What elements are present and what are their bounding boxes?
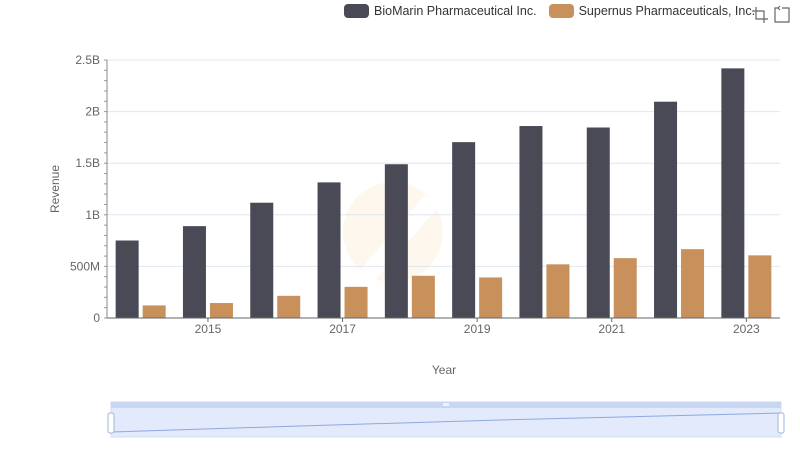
y-tick-label: 500M (70, 259, 100, 273)
bar-biomarin-2021[interactable] (586, 127, 610, 318)
bar-supernus-2022[interactable] (681, 249, 705, 318)
axes: 0 500M 1B 1.5B 2B 2.5B 2015 2017 2019 2021 2023 (70, 53, 780, 336)
bar-supernus-2020[interactable] (546, 264, 570, 318)
legend-item-supernus[interactable]: Supernus Pharmaceuticals, Inc. (548, 4, 756, 18)
bar-biomarin-2020[interactable] (519, 126, 543, 318)
data-zoom-slider[interactable] (107, 401, 785, 438)
bar-supernus-2015[interactable] (209, 303, 233, 318)
bar-supernus-2016[interactable] (277, 295, 301, 318)
bar-supernus-2014[interactable] (142, 305, 166, 318)
toolbox (747, 6, 791, 24)
data-zoom-icon[interactable] (751, 6, 769, 24)
x-tick-label: 2017 (329, 322, 356, 336)
bar-biomarin-2022[interactable] (654, 101, 678, 318)
bar-biomarin-2016[interactable] (250, 202, 274, 318)
y-tick-label: 2B (85, 105, 100, 119)
bar-supernus-2017[interactable] (344, 286, 368, 318)
y-tick-label: 1B (85, 208, 100, 222)
bar-biomarin-2015[interactable] (182, 226, 206, 318)
y-grid (107, 59, 780, 267)
bars (115, 68, 772, 319)
slider-handle-left[interactable] (107, 412, 115, 434)
legend-swatch-biomarin (344, 4, 369, 18)
y-axis-label: Revenue (48, 165, 62, 213)
bar-biomarin-2018[interactable] (384, 164, 408, 318)
bar-supernus-2019[interactable] (479, 277, 503, 318)
slider-handle-right[interactable] (777, 412, 785, 434)
bar-biomarin-2014[interactable] (115, 240, 139, 318)
y-tick-label: 1.5B (75, 156, 100, 170)
legend: BioMarin Pharmaceutical Inc. Supernus Ph… (344, 4, 767, 18)
legend-swatch-supernus (548, 4, 574, 18)
x-tick-label: 2015 (195, 322, 222, 336)
legend-label-biomarin: BioMarin Pharmaceutical Inc. (374, 4, 537, 18)
bar-supernus-2023[interactable] (748, 255, 772, 318)
bar-biomarin-2017[interactable] (317, 182, 341, 318)
x-tick-label: 2023 (733, 322, 760, 336)
x-tick-label: 2019 (464, 322, 491, 336)
legend-label-supernus: Supernus Pharmaceuticals, Inc. (578, 4, 756, 18)
y-tick-label: 0 (93, 311, 100, 325)
legend-item-biomarin[interactable]: BioMarin Pharmaceutical Inc. (344, 4, 537, 18)
x-axis-label: Year (432, 363, 456, 377)
bar-biomarin-2019[interactable] (452, 142, 476, 318)
zoom-reset-icon[interactable] (773, 6, 791, 24)
bar-supernus-2018[interactable] (411, 275, 435, 318)
x-tick-label: 2021 (598, 322, 625, 336)
bar-supernus-2021[interactable] (613, 258, 637, 318)
bar-biomarin-2023[interactable] (721, 68, 745, 319)
y-tick-label: 2.5B (75, 53, 100, 67)
